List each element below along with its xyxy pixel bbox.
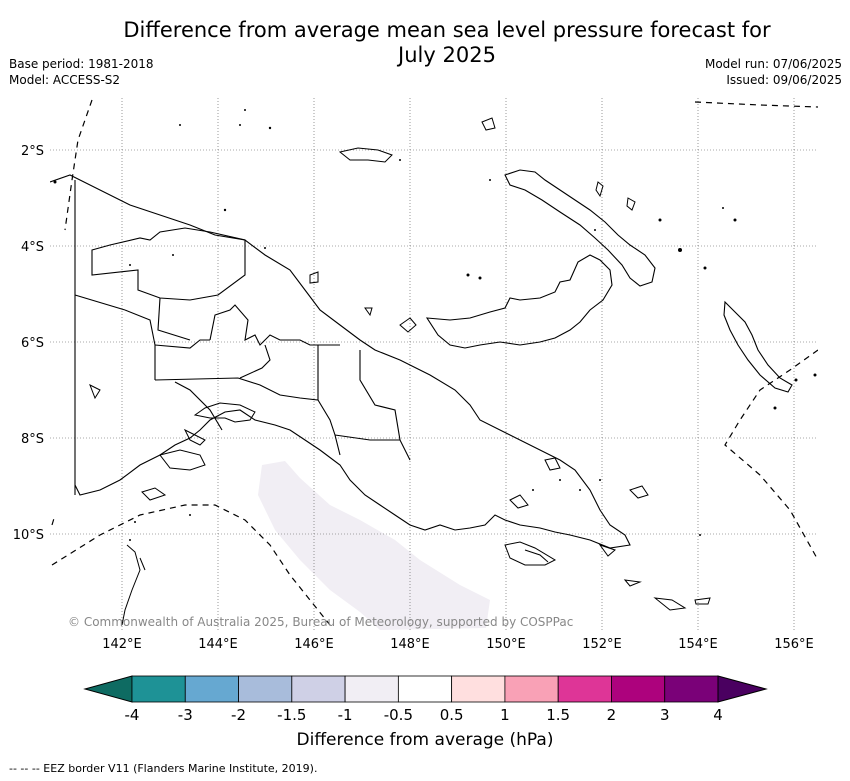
lon-label-142e: 142°E	[102, 637, 142, 652]
colorbar-tick-label: -2	[231, 706, 246, 724]
colorbar-min-arrow	[83, 675, 133, 703]
milne-bay-islands	[504, 457, 711, 611]
map-title: Difference from average mean sea level p…	[0, 18, 850, 68]
colorbar-tick-label: 1.5	[546, 706, 570, 724]
title-line-2: July 2025	[398, 43, 496, 67]
model-name: Model: ACCESS-S2	[9, 73, 121, 87]
colorbar-max-arrow	[717, 675, 768, 703]
bougainville-island	[723, 300, 793, 393]
colorbar-tick-label: 2	[607, 706, 617, 724]
colorbar-tick-label: 3	[660, 706, 670, 724]
lon-label-152e: 152°E	[582, 637, 622, 652]
colorbar-tick-label: -4	[125, 706, 140, 724]
map-content	[50, 98, 818, 632]
issued-date: Issued: 09/06/2025	[726, 73, 842, 87]
lat-label-2s: 2°S	[21, 144, 44, 159]
new-britain-island	[425, 254, 613, 349]
colorbar-tick-label: -0.5	[384, 706, 413, 724]
lon-label-150e: 150°E	[486, 637, 526, 652]
colorbar-bin	[397, 675, 453, 703]
colorbar-tick-label: -1.5	[277, 706, 306, 724]
eez-legend-note: -- -- -- EEZ border V11 (Flanders Marine…	[9, 762, 318, 775]
gridlines	[50, 98, 818, 632]
copyright-notice: © Commonwealth of Australia 2025, Bureau…	[68, 615, 573, 629]
lon-label-148e: 148°E	[390, 637, 430, 652]
colorbar-bin	[291, 675, 346, 703]
colorbar-tick-label: -3	[178, 706, 193, 724]
png-mainland	[50, 174, 631, 549]
colorbar: -4 -3 -2 -1.5 -1 -0.5 0.5 1 1.5 2 3 4	[83, 675, 768, 724]
colorbar-bin	[131, 675, 186, 703]
base-period: Base period: 1981-2018	[9, 57, 154, 71]
lat-label-8s: 8°S	[21, 432, 44, 447]
eez-borders	[51, 99, 818, 626]
lon-label-144e: 144°E	[198, 637, 238, 652]
meta-right: Model run: 07/06/2025 Issued: 09/06/2025	[705, 56, 842, 88]
lon-label-156e: 156°E	[774, 637, 814, 652]
colorbar-bin	[238, 675, 293, 703]
lat-label-4s: 4°S	[21, 240, 44, 255]
colorbar-tick-label: 0.5	[440, 706, 464, 724]
colorbar-bin	[451, 675, 506, 703]
colorbar-bin	[184, 675, 239, 703]
lat-label-10s: 10°S	[13, 528, 44, 543]
lon-label-146e: 146°E	[294, 637, 334, 652]
southern-islands	[89, 383, 256, 626]
anomaly-region	[258, 461, 490, 630]
model-run: Model run: 07/06/2025	[704, 57, 842, 71]
meta-left: Base period: 1981-2018 Model: ACCESS-S2	[9, 56, 154, 88]
latitude-labels: 2°S 4°S 6°S 8°S 10°S	[13, 144, 44, 543]
colorbar-bin	[557, 675, 612, 703]
colorbar-tick-label: 1	[500, 706, 510, 724]
title-line-1: Difference from average mean sea level p…	[123, 18, 771, 42]
colorbar-bin	[611, 675, 666, 703]
longitude-labels: 142°E 144°E 146°E 148°E 150°E 152°E 154°…	[102, 637, 814, 652]
colorbar-tick-label: -1	[338, 706, 353, 724]
colorbar-bin	[504, 675, 559, 703]
new-ireland-island	[504, 169, 656, 287]
colorbar-bin	[344, 675, 399, 703]
lon-label-154e: 154°E	[678, 637, 718, 652]
colorbar-title: Difference from average (hPa)	[296, 730, 554, 750]
manus-islands	[309, 117, 636, 333]
colorbar-tick-label: 4	[713, 706, 723, 724]
small-islets	[53, 109, 817, 541]
lat-label-6s: 6°S	[21, 336, 44, 351]
colorbar-bin	[664, 675, 719, 703]
